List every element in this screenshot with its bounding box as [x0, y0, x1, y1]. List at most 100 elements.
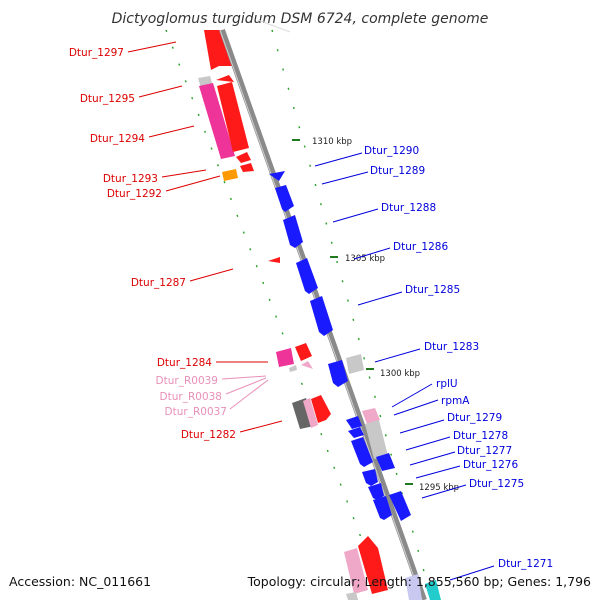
leader-line	[221, 375, 267, 380]
gene-label[interactable]: Dtur_1294	[90, 133, 145, 145]
gene-label[interactable]: Dtur_1292	[107, 188, 162, 200]
leader-line	[415, 465, 461, 479]
gene-label[interactable]: Dtur_1288	[381, 202, 436, 214]
gene-dtur-1295-arrow	[216, 75, 234, 82]
leader-line	[138, 85, 183, 98]
gene-label[interactable]: Dtur_1284	[157, 357, 212, 369]
gene-lower-pink	[344, 548, 368, 594]
gene-label[interactable]: rplU	[436, 378, 458, 390]
leader-line	[405, 436, 451, 451]
tick-label: 1300 kbp	[380, 369, 420, 379]
right-gene-labels: Dtur_1290 Dtur_1289 Dtur_1288 Dtur_1286 …	[314, 145, 553, 581]
leader-line	[332, 208, 379, 223]
leader-line	[229, 379, 269, 410]
gene-dtur-1275	[373, 496, 392, 520]
gene-label[interactable]: Dtur_1275	[469, 478, 524, 490]
gene-dtur-r0038	[289, 365, 297, 372]
left-gene-labels: Dtur_1297 Dtur_1295 Dtur_1294 Dtur_1293 …	[69, 41, 283, 441]
tick-label: 1305 kbp	[345, 254, 385, 264]
gene-label[interactable]: Dtur_1282	[181, 429, 236, 441]
gene-dtur-1282-light	[303, 398, 318, 428]
gene-label[interactable]: Dtur_1290	[364, 145, 419, 157]
gene-label[interactable]: Dtur_1279	[447, 412, 502, 424]
gene-dtur-1276-b	[368, 483, 384, 500]
leader-line	[321, 171, 369, 185]
gene-dtur-1285	[310, 296, 333, 336]
gene-dtur-r0039	[301, 361, 313, 369]
leader-line	[357, 291, 403, 306]
gene-label[interactable]: Dtur_R0037	[165, 406, 227, 418]
gene-dtur-1292-red	[240, 163, 254, 172]
gene-label[interactable]: Dtur_1285	[405, 284, 460, 296]
gene-label[interactable]: Dtur_1271	[498, 558, 553, 570]
guide-rings	[165, 19, 433, 600]
leader-line	[393, 399, 439, 416]
leader-line	[353, 247, 391, 260]
gene-lower-red	[358, 536, 388, 594]
gene-label[interactable]: Dtur_1295	[80, 93, 135, 105]
gene-dtur-1284-arrow	[295, 343, 312, 361]
leader-line	[161, 169, 207, 178]
gene-label[interactable]: Dtur_1286	[393, 241, 448, 253]
gene-dtur-1294	[217, 82, 249, 152]
gene-label[interactable]: Dtur_R0039	[156, 375, 218, 387]
ruler: 1310 kbp 1305 kbp 1300 kbp 1295 kbp	[292, 137, 459, 493]
gene-dtur-1271	[405, 574, 422, 600]
gene-dtur-1282	[311, 395, 331, 423]
topology-text: Topology: circular; Length: 1,855,560 bp…	[247, 574, 591, 589]
leader-line	[189, 268, 234, 282]
gene-label[interactable]: Dtur_1276	[463, 459, 518, 471]
reverse-features	[269, 171, 441, 600]
gene-dtur-1279	[351, 437, 373, 467]
gene-dtur-1282-dark	[292, 398, 314, 429]
leader-line	[421, 484, 467, 499]
gene-dtur-1283	[328, 360, 348, 387]
gene-dtur-1278	[365, 420, 388, 459]
accession-text: Accession: NC_011661	[9, 574, 151, 589]
leader-line	[314, 152, 363, 167]
gene-dtur-1287	[268, 257, 280, 263]
gene-dtur-1295	[199, 83, 235, 159]
leader-line	[225, 377, 267, 395]
gene-dtur-1283-grey	[346, 354, 364, 374]
gene-dtur-1286	[296, 258, 318, 294]
gene-label[interactable]: Dtur_1283	[424, 341, 479, 353]
leader-line	[239, 420, 283, 433]
leader-line	[165, 175, 221, 192]
leader-line	[449, 565, 495, 581]
gene-dtur-1284	[276, 348, 294, 367]
gene-dtur-1279-pink	[362, 408, 380, 424]
leader-line	[374, 348, 421, 363]
gene-dtur-1276	[362, 469, 378, 486]
gene-label[interactable]: Dtur_1277	[457, 445, 512, 457]
tick-label: 1295 kbp	[419, 483, 459, 493]
leader-line	[391, 383, 433, 408]
gene-dtur-1292	[222, 169, 238, 181]
gene-label[interactable]: Dtur_1289	[370, 165, 425, 177]
leader-line	[148, 125, 195, 138]
leader-line	[399, 419, 445, 434]
gene-label[interactable]: Dtur_1293	[103, 173, 158, 185]
gene-rplu	[346, 416, 362, 429]
gene-label[interactable]: Dtur_1287	[131, 277, 186, 289]
gene-dtur-1275-b	[389, 491, 411, 521]
gene-dtur-1289	[275, 185, 294, 212]
map-title: Dictyoglomus turgidum DSM 6724, complete…	[112, 11, 489, 27]
tick-label: 1310 kbp	[312, 137, 352, 147]
gene-label[interactable]: Dtur_1297	[69, 47, 124, 59]
gene-dtur-1288	[283, 215, 303, 248]
gene-lower-grey	[346, 592, 358, 600]
gene-dtur-1290	[269, 171, 285, 181]
gene-dtur-1297	[204, 30, 236, 70]
gene-rpma	[348, 427, 364, 438]
forward-features	[198, 30, 388, 600]
gene-label[interactable]: rpmA	[441, 395, 470, 407]
gene-dtur-1271-cyan	[425, 580, 441, 600]
leader-line	[409, 451, 456, 466]
gene-label[interactable]: Dtur_1278	[453, 430, 508, 442]
gene-dtur-1277	[376, 453, 395, 471]
gene-dtur-1293	[236, 152, 251, 163]
leader-line	[127, 41, 177, 53]
gene-label[interactable]: Dtur_R0038	[160, 391, 222, 403]
